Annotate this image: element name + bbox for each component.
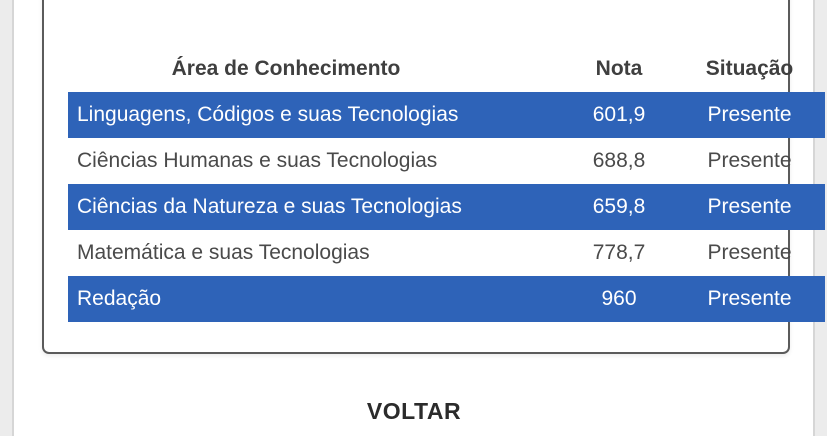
header-area: Área de Conhecimento: [171, 57, 401, 80]
situacao-cell: Presente: [674, 184, 825, 230]
header-nota: Nota: [595, 57, 643, 80]
nota-cell: 659,8: [564, 184, 674, 230]
situacao-cell: Presente: [674, 92, 825, 138]
header-situacao: Situação: [705, 57, 794, 80]
area-cell: Linguagens, Códigos e suas Tecnologias: [68, 92, 564, 138]
nota-cell: 778,7: [592, 241, 646, 264]
back-button[interactable]: VOLTAR: [344, 393, 484, 429]
results-table: Área de Conhecimento Nota Situação Lingu…: [68, 46, 825, 322]
table-row: Linguagens, Códigos e suas Tecnologias 6…: [68, 92, 825, 138]
area-cell: Ciências Humanas e suas Tecnologias: [77, 149, 438, 172]
table-row: Ciências da Natureza e suas Tecnologias …: [68, 184, 825, 230]
area-cell: Ciências da Natureza e suas Tecnologias: [68, 184, 564, 230]
area-cell: Redação: [68, 276, 564, 322]
nota-cell: 960: [564, 276, 674, 322]
table-row: Ciências Humanas e suas Tecnologias 688,…: [68, 138, 825, 184]
table-header-row: Área de Conhecimento Nota Situação: [68, 46, 825, 92]
situacao-cell: Presente: [674, 276, 825, 322]
area-cell: Matemática e suas Tecnologias: [77, 241, 370, 264]
table-row: Matemática e suas Tecnologias 778,7 Pres…: [68, 230, 825, 276]
left-edge-panel: [0, 0, 14, 436]
nota-cell: 688,8: [592, 149, 646, 172]
table-row: Redação 960 Presente: [68, 276, 825, 322]
situacao-cell: Presente: [707, 149, 792, 172]
nota-cell: 601,9: [564, 92, 674, 138]
situacao-cell: Presente: [707, 241, 792, 264]
